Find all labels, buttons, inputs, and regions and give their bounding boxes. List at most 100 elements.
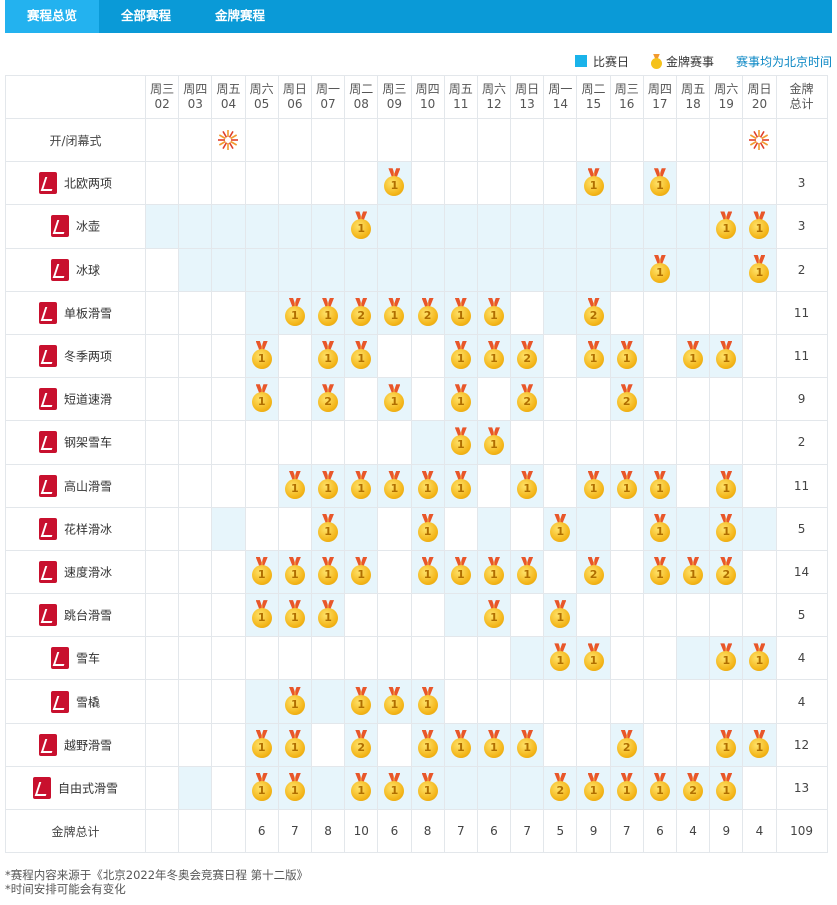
gold-medal-icon[interactable]: 1 (716, 341, 737, 371)
gold-medal-icon[interactable]: 1 (550, 643, 571, 673)
gold-medal-icon[interactable]: 1 (649, 556, 670, 587)
sport-name-cell[interactable]: 短道速滑 (5, 377, 146, 422)
gold-medal-icon[interactable]: 1 (318, 600, 339, 630)
gold-medal-icon[interactable]: 1 (649, 254, 670, 285)
gold-medal-icon[interactable]: 1 (417, 729, 438, 760)
gold-medal-icon[interactable]: 1 (450, 341, 471, 371)
sport-name-cell[interactable]: 速度滑冰 (5, 549, 146, 595)
gold-medal-icon[interactable]: 1 (483, 341, 504, 371)
gold-medal-icon[interactable]: 1 (683, 556, 704, 587)
gold-medal-icon[interactable]: 1 (749, 643, 770, 673)
gold-medal-icon[interactable]: 2 (318, 384, 339, 414)
gold-medal-icon[interactable]: 1 (417, 686, 438, 717)
gold-medal-icon[interactable]: 2 (716, 556, 737, 587)
gold-medal-icon[interactable]: 1 (351, 211, 372, 241)
gold-medal-icon[interactable]: 1 (284, 297, 305, 328)
gold-medal-icon[interactable]: 1 (351, 686, 372, 717)
sport-name-cell[interactable]: 冬季两项 (5, 333, 146, 379)
gold-medal-icon[interactable]: 1 (351, 470, 372, 501)
gold-medal-icon[interactable]: 1 (450, 729, 471, 760)
gold-medal-icon[interactable]: 1 (616, 772, 637, 803)
gold-medal-icon[interactable]: 1 (284, 729, 305, 760)
gold-medal-icon[interactable]: 1 (251, 729, 272, 760)
gold-medal-icon[interactable]: 1 (251, 384, 272, 414)
gold-medal-icon[interactable]: 1 (450, 297, 471, 328)
gold-medal-icon[interactable]: 1 (318, 297, 339, 328)
gold-medal-icon[interactable]: 1 (384, 772, 405, 803)
gold-medal-icon[interactable]: 1 (583, 643, 604, 673)
sport-name-cell[interactable]: 钢架雪车 (5, 420, 146, 465)
sport-name-cell[interactable]: 冰壶 (5, 204, 146, 249)
tab-medal-schedule[interactable]: 金牌赛程 (215, 8, 266, 23)
gold-medal-icon[interactable]: 1 (417, 772, 438, 803)
gold-medal-icon[interactable]: 1 (649, 513, 670, 544)
gold-medal-icon[interactable]: 1 (716, 772, 737, 803)
gold-medal-icon[interactable]: 1 (251, 600, 272, 630)
gold-medal-icon[interactable]: 1 (284, 470, 305, 501)
gold-medal-icon[interactable]: 2 (351, 297, 372, 328)
gold-medal-icon[interactable]: 1 (517, 729, 538, 760)
gold-medal-icon[interactable]: 1 (583, 772, 604, 803)
gold-medal-icon[interactable]: 1 (384, 168, 405, 198)
sport-name-cell[interactable]: 跳台滑雪 (5, 593, 146, 638)
gold-medal-icon[interactable]: 1 (284, 686, 305, 717)
gold-medal-icon[interactable]: 1 (517, 556, 538, 587)
gold-medal-icon[interactable]: 1 (284, 556, 305, 587)
tab-overview[interactable]: 赛程总览 (5, 0, 100, 33)
gold-medal-icon[interactable]: 1 (716, 470, 737, 501)
gold-medal-icon[interactable]: 1 (351, 556, 372, 587)
gold-medal-icon[interactable]: 2 (550, 772, 571, 803)
gold-medal-icon[interactable]: 1 (649, 470, 670, 501)
tab-all-schedule[interactable]: 全部赛程 (121, 8, 172, 23)
gold-medal-icon[interactable]: 2 (417, 297, 438, 328)
gold-medal-icon[interactable]: 1 (583, 341, 604, 371)
gold-medal-icon[interactable]: 1 (649, 772, 670, 803)
gold-medal-icon[interactable]: 1 (384, 384, 405, 414)
gold-medal-icon[interactable]: 2 (517, 341, 538, 371)
gold-medal-icon[interactable]: 1 (749, 211, 770, 241)
gold-medal-icon[interactable]: 1 (318, 513, 339, 544)
gold-medal-icon[interactable]: 1 (351, 772, 372, 803)
gold-medal-icon[interactable]: 1 (384, 686, 405, 717)
gold-medal-icon[interactable]: 1 (384, 297, 405, 328)
gold-medal-icon[interactable]: 2 (351, 729, 372, 760)
gold-medal-icon[interactable]: 1 (517, 470, 538, 501)
gold-medal-icon[interactable]: 1 (284, 772, 305, 803)
gold-medal-icon[interactable]: 1 (417, 513, 438, 544)
gold-medal-icon[interactable]: 1 (450, 470, 471, 501)
gold-medal-icon[interactable]: 1 (351, 341, 372, 371)
gold-medal-icon[interactable]: 1 (550, 513, 571, 544)
sport-name-cell[interactable]: 越野滑雪 (5, 722, 146, 767)
gold-medal-icon[interactable]: 1 (318, 556, 339, 587)
gold-medal-icon[interactable]: 1 (583, 470, 604, 501)
gold-medal-icon[interactable]: 1 (716, 643, 737, 673)
gold-medal-icon[interactable]: 2 (583, 556, 604, 587)
sport-name-cell[interactable]: 冰球 (5, 247, 146, 292)
gold-medal-icon[interactable]: 1 (683, 341, 704, 371)
gold-medal-icon[interactable]: 1 (450, 427, 471, 457)
sport-name-cell[interactable]: 高山滑雪 (5, 463, 146, 508)
gold-medal-icon[interactable]: 1 (318, 341, 339, 371)
sport-name-cell[interactable]: 自由式滑雪 (5, 765, 146, 811)
gold-medal-icon[interactable]: 1 (716, 211, 737, 241)
gold-medal-icon[interactable]: 1 (384, 470, 405, 501)
gold-medal-icon[interactable]: 2 (517, 384, 538, 414)
sport-name-cell[interactable]: 雪车 (5, 636, 146, 681)
gold-medal-icon[interactable]: 1 (616, 470, 637, 501)
gold-medal-icon[interactable]: 2 (616, 729, 637, 760)
gold-medal-icon[interactable]: 1 (450, 556, 471, 587)
gold-medal-icon[interactable]: 1 (749, 254, 770, 285)
gold-medal-icon[interactable]: 1 (550, 600, 571, 630)
gold-medal-icon[interactable]: 1 (417, 556, 438, 587)
gold-medal-icon[interactable]: 1 (251, 772, 272, 803)
sport-name-cell[interactable]: 雪橇 (5, 679, 146, 724)
gold-medal-icon[interactable]: 1 (716, 729, 737, 760)
gold-medal-icon[interactable]: 1 (483, 297, 504, 328)
gold-medal-icon[interactable]: 2 (683, 772, 704, 803)
gold-medal-icon[interactable]: 1 (483, 427, 504, 457)
gold-medal-icon[interactable]: 2 (583, 297, 604, 328)
sport-name-cell[interactable]: 花样滑冰 (5, 506, 146, 551)
gold-medal-icon[interactable]: 1 (284, 600, 305, 630)
gold-medal-icon[interactable]: 1 (483, 600, 504, 630)
gold-medal-icon[interactable]: 1 (616, 341, 637, 371)
